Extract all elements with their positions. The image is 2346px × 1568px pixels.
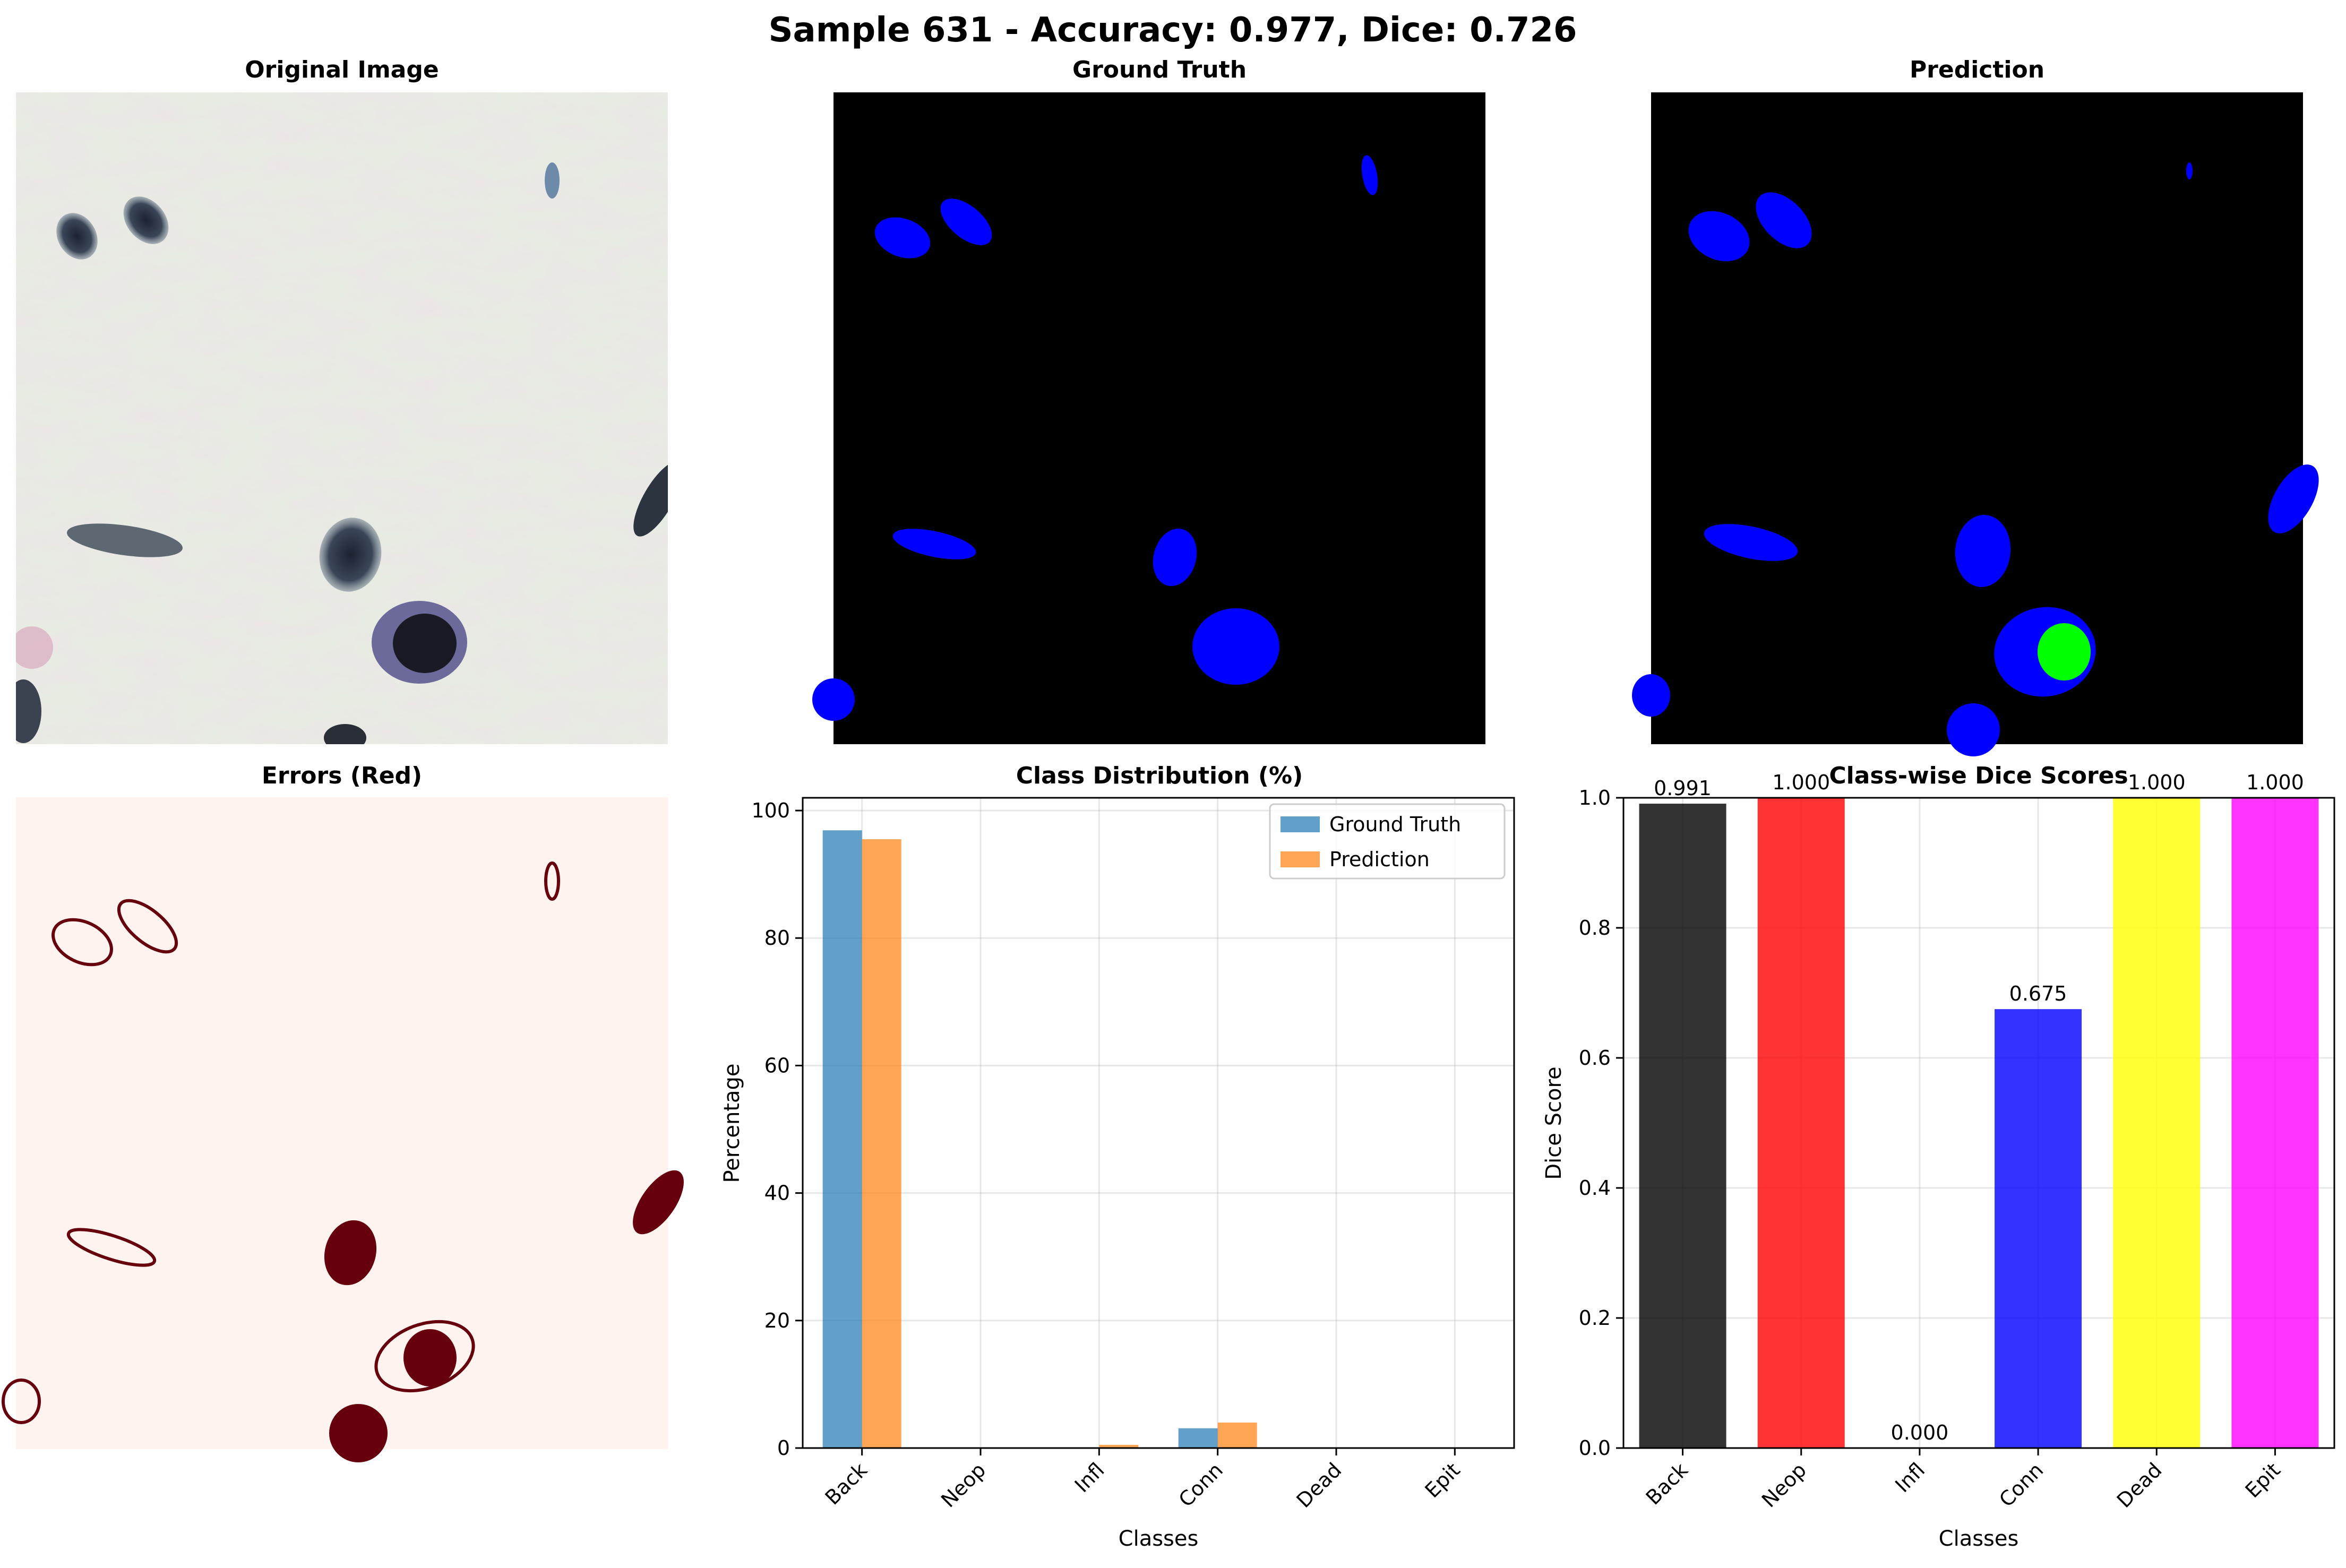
ground-truth-title: Ground Truth [1072,56,1247,83]
prediction-panel: Prediction [1632,56,2319,756]
class-distribution-title: Class Distribution (%) [1016,762,1303,789]
x-tick-label-epit: Epit [1421,1458,1465,1502]
dice-scores-title: Class-wise Dice Scores [1829,762,2128,789]
nucleus-shape [56,213,98,260]
class-distribution-xlabel: Classes [1119,1527,1199,1551]
error-regions [324,1170,684,1462]
y-tick-label: 40 [764,1182,790,1205]
dice-scores-x-ticks: Back Neop Infl Conn Dead Epit [1642,1448,2285,1512]
nucleus-shape [319,518,382,592]
bar-ground-truth-conn [1178,1428,1218,1448]
class-distribution-chart: Class Distribution (%) 0 20 40 60 80 100 Back… [720,762,1515,1551]
value-label-back: 0.991 [1654,777,1712,800]
class-distribution-y-ticks: 0 20 40 60 80 100 [751,799,803,1460]
y-tick-label: 20 [764,1309,790,1332]
dice-scores-ylabel: Dice Score [1542,1066,1566,1179]
ground-truth-panel: Ground Truth [812,56,1485,744]
nucleus-shape [67,523,183,557]
x-tick-label-neop: Neop [936,1458,990,1512]
bar-ground-truth-back [822,830,862,1448]
nucleus-shape [16,626,53,669]
x-tick-label-conn: Conn [1995,1458,2048,1511]
y-tick-label: 1.0 [1579,786,1611,809]
bar-dice-neop [1757,798,1845,1448]
x-tick-label-infl: Infl [1890,1458,1929,1497]
legend-label-ground-truth: Ground Truth [1329,813,1461,836]
legend-swatch-prediction [1281,851,1320,867]
class-distribution-x-ticks: Back Neop Infl Conn Dead Epit [821,1448,1465,1512]
class-distribution-frame [802,797,1515,1449]
y-tick-label: 0.0 [1579,1436,1611,1460]
value-label-conn: 0.675 [2009,982,2067,1005]
dice-scores-value-labels: 0.991 1.000 0.000 0.675 1.000 1.000 [1654,771,2304,1444]
y-tick-label: 0 [777,1436,790,1460]
ground-truth-mask [833,92,1485,744]
dice-scores-chart: 0.0 0.2 0.4 0.6 0.8 1.0 Back Neop Infl Conn Dead E… [1542,762,2335,1551]
value-label-neop: 1.000 [1772,771,1830,794]
value-label-dead: 1.000 [2128,771,2186,794]
value-label-epit: 1.000 [2246,771,2304,794]
error-outlines [2,861,560,1424]
original-image-panel: Original Image [16,56,668,744]
bar-prediction-back [862,839,901,1448]
prediction-infl-region [2038,623,2091,680]
class-distribution-legend: Ground Truth Prediction [1269,803,1506,880]
nucleus-shape [123,196,169,244]
dice-scores-y-ticks: 0.0 0.2 0.4 0.6 0.8 1.0 [1579,786,1623,1460]
dice-scores-grid [1623,797,2334,1449]
x-tick-label-back: Back [1642,1458,1692,1509]
y-tick-label: 0.2 [1579,1306,1611,1330]
bar-dice-dead [2113,798,2201,1448]
legend-box [1269,803,1506,880]
bar-dice-back [1639,804,1726,1448]
error-map [16,797,668,1449]
y-tick-label: 0.8 [1579,916,1611,940]
nucleus-shape [324,724,366,744]
errors-panel: Errors (Red) [2,762,684,1462]
original-image-title: Original Image [245,56,439,83]
figure-title: Sample 631 - Accuracy: 0.977, Dice: 0.72… [768,11,1577,50]
bar-prediction-infl [1099,1444,1139,1448]
x-tick-label-dead: Dead [2112,1458,2167,1512]
nucleus-shape [393,614,457,673]
bar-prediction-conn [1217,1422,1257,1448]
dice-scores-frame [1622,797,2335,1449]
x-tick-label-conn: Conn [1174,1458,1227,1511]
errors-title: Errors (Red) [262,762,422,789]
y-tick-label: 80 [764,926,790,950]
legend-label-prediction: Prediction [1329,848,1430,871]
value-label-infl: 0.000 [1891,1421,1949,1444]
x-tick-label-infl: Infl [1070,1458,1109,1497]
dice-scores-bars [1639,798,2319,1448]
y-tick-label: 60 [764,1054,790,1077]
prediction-mask [1651,92,2303,744]
legend-swatch-ground-truth [1281,816,1320,832]
prediction-title: Prediction [1910,56,2044,83]
class-distribution-grid [803,798,1514,1449]
x-tick-label-neop: Neop [1757,1458,1811,1512]
tissue-image [16,92,668,744]
bar-dice-epit [2231,798,2319,1448]
nucleus-shape [633,461,668,537]
nucleus-shape [16,679,41,743]
y-tick-label: 0.6 [1579,1046,1611,1070]
bar-dice-conn [1995,1009,2082,1448]
nucleus-shape [545,162,560,199]
class-distribution-bars [822,830,1257,1448]
y-tick-label: 0.4 [1579,1176,1611,1200]
x-tick-label-dead: Dead [1292,1458,1346,1512]
x-tick-label-epit: Epit [2241,1458,2285,1502]
class-distribution-ylabel: Percentage [720,1063,744,1183]
x-tick-label-back: Back [821,1458,872,1509]
dice-scores-xlabel: Classes [1939,1527,2019,1551]
ground-truth-nuclei [812,155,1378,721]
y-tick-label: 100 [751,799,790,822]
